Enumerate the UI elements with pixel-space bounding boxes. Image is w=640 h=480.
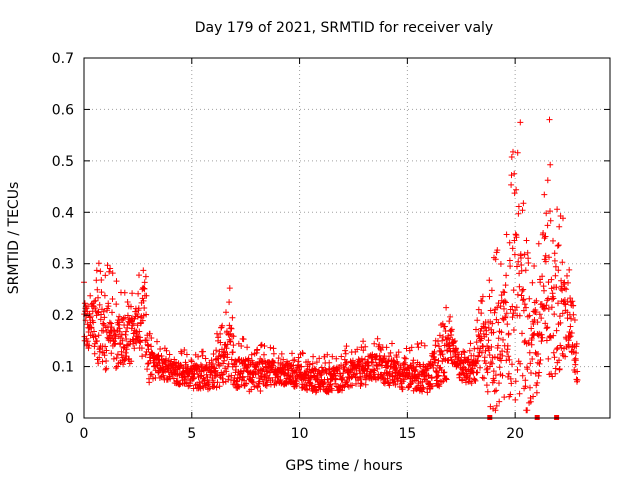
- axis-ticks: 0 5 10 15 20 0 0.1 0.2 0.3 0.4 0.5 0.6 0.7: [52, 51, 610, 442]
- x-tick-label: 20: [506, 426, 524, 442]
- x-tick-label: 5: [187, 426, 196, 442]
- y-tick-label: 0.6: [52, 102, 74, 118]
- y-tick-label: 0.2: [52, 308, 74, 324]
- y-tick-label: 0.5: [52, 154, 74, 170]
- y-tick-label: 0.1: [52, 360, 74, 376]
- y-tick-label: 0.3: [52, 257, 74, 273]
- x-tick-label: 15: [398, 426, 416, 442]
- y-tick-label: 0.7: [52, 51, 74, 67]
- plot-frame: [83, 57, 611, 419]
- y-tick-label: 0: [65, 411, 74, 427]
- y-tick-label: 0.4: [52, 205, 74, 221]
- x-axis-label: GPS time / hours: [285, 458, 402, 474]
- y-axis-label: SRMTID / TECUs: [6, 182, 22, 295]
- x-tick-label: 10: [291, 426, 309, 442]
- chart-title: Day 179 of 2021, SRMTID for receiver val…: [195, 20, 493, 36]
- x-tick-label: 0: [80, 426, 89, 442]
